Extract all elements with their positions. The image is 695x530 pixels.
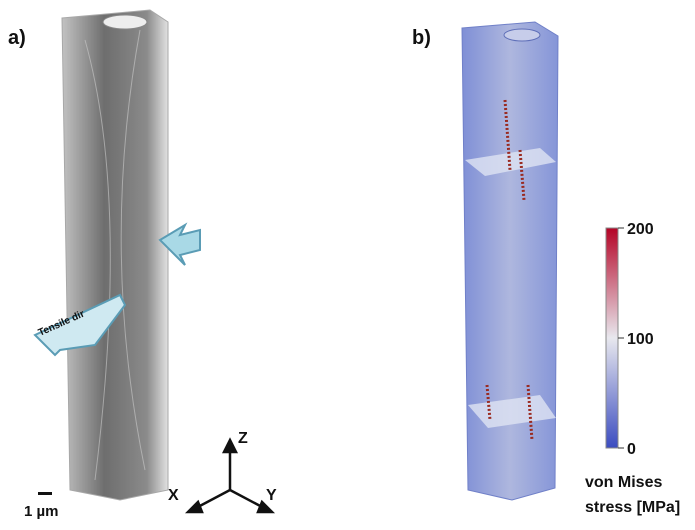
pillar-blue xyxy=(462,22,558,500)
colorbar-ticks: 0 100 200 xyxy=(618,221,654,458)
axis-triad xyxy=(188,440,272,512)
axis-label: Z xyxy=(238,430,248,447)
panel-label: b) xyxy=(412,27,431,49)
pillar-gray xyxy=(62,10,168,500)
panel-label: a) xyxy=(8,27,26,49)
pillar-top xyxy=(103,15,147,29)
figure: a) Tensile dir 1 µm Z X Y b) 0100200 von… xyxy=(0,0,695,525)
scale-bar xyxy=(38,492,52,495)
scale-label: 1 µm xyxy=(24,503,59,520)
colorbar-title: von Mises xyxy=(585,474,662,491)
colorbar xyxy=(606,228,618,448)
pillar-top xyxy=(504,29,540,41)
tick-label: 200 xyxy=(627,221,654,238)
tick-label: 0 xyxy=(627,441,636,458)
tick-label: 100 xyxy=(627,331,654,348)
axis-label: Y xyxy=(266,487,277,504)
colorbar-title: stress [MPa] xyxy=(585,499,680,516)
axis-label: X xyxy=(168,487,179,504)
page: a) Tensile dir 1 µm Z X Y b) 0100200 von… xyxy=(0,0,695,530)
